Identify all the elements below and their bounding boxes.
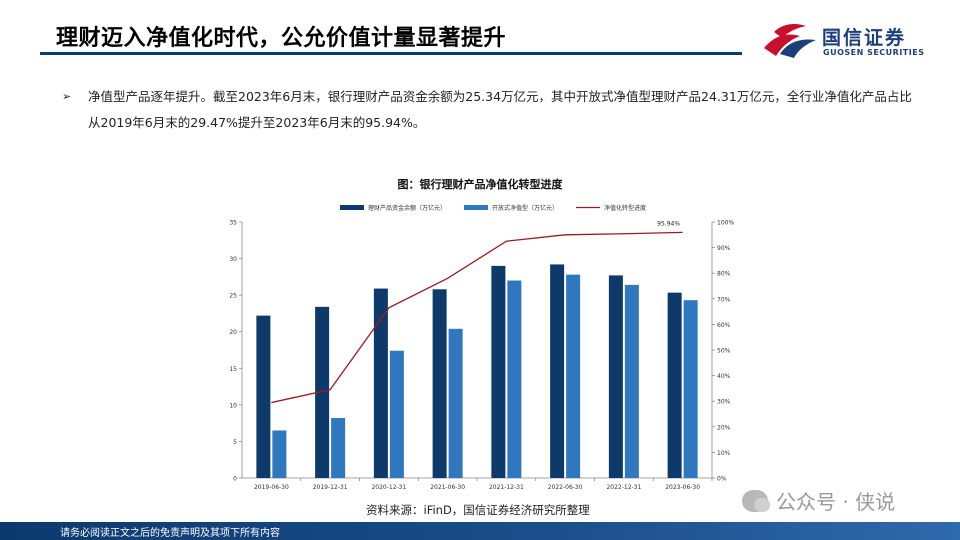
chart-title: 图：银行理财产品净值化转型进度 [397, 178, 563, 191]
y-tick-label-right: 80% [717, 271, 731, 278]
legend-swatch [340, 205, 364, 210]
x-tick-label: 2019-12-31 [313, 484, 348, 491]
legend-label: 理财产品资金余额（万亿元） [368, 204, 446, 212]
page-title: 理财迈入净值化时代，公允价值计量显著提升 [56, 26, 507, 51]
y-tick-label-right: 70% [717, 296, 731, 303]
y-tick-label-right: 10% [717, 450, 731, 457]
wechat-icon [742, 489, 770, 512]
x-tick-label: 2022-06-30 [548, 484, 583, 491]
legend-label: 净值化转型进度 [604, 204, 646, 212]
x-tick-label: 2022-12-31 [606, 484, 641, 491]
bar-total [608, 275, 623, 478]
chart: 0 5 10 15 20 25 30 35 0% 10% 20% 30% 40% 50% 60% 70% 80%… [229, 204, 734, 491]
logo-text-cn: 国信证券 [822, 27, 907, 49]
bar-open [624, 284, 639, 478]
bullet-arrow-icon: ➢ [62, 90, 72, 103]
bar-open [566, 274, 581, 478]
y-tick-label-right: 0% [717, 476, 727, 483]
bar-open [507, 280, 522, 478]
y-tick-label-right: 40% [717, 373, 731, 380]
y-tick-label-left: 10 [229, 402, 237, 409]
y-tick-label-right: 30% [717, 399, 731, 406]
legend-swatch [464, 205, 488, 210]
x-tick-label: 2021-06-30 [430, 484, 465, 491]
y-tick-label-left: 35 [229, 220, 237, 227]
y-tick-label-left: 5 [233, 439, 237, 446]
bar-total [491, 265, 506, 478]
legend-label: 开放式净值型（万亿元） [492, 204, 558, 212]
bar-open [448, 328, 463, 478]
bullet-paragraph: ➢ 净值型产品逐年提升。截至2023年6月末，银行理财产品资金余额为25.34万… [62, 84, 922, 136]
bar-total [373, 288, 388, 478]
y-tick-label-left: 20 [229, 329, 237, 336]
bullet-text: 净值型产品逐年提升。截至2023年6月末，银行理财产品资金余额为25.34万亿元… [88, 89, 912, 130]
watermark: 公众号 · 侠说 [742, 486, 895, 515]
y-tick-label-left: 25 [229, 293, 237, 300]
footer-disclaimer: 请务必阅读正文之后的免责声明及其项下所有内容 [60, 528, 280, 539]
bar-open [331, 418, 346, 478]
bar-open [272, 430, 287, 478]
bar-total [315, 306, 330, 478]
y-tick-label-left: 30 [229, 256, 237, 263]
bar-open [683, 300, 698, 478]
bar-open [389, 350, 404, 478]
source-note: 资料来源：iFinD，国信证券经济研究所整理 [366, 503, 590, 517]
line-ratio [271, 231, 683, 404]
x-tick-label: 2021-12-31 [489, 484, 524, 491]
logo-text-en: GUOSEN SECURITIES [823, 48, 925, 57]
bar-total [550, 264, 565, 478]
guosen-logo: 国信证券 GUOSEN SECURITIES [760, 18, 950, 64]
y-tick-label-right: 100% [717, 220, 734, 227]
y-tick-label-right: 60% [717, 322, 731, 329]
bar-total [256, 315, 271, 478]
x-tick-label: 2019-06-30 [254, 484, 289, 491]
y-tick-label-left: 15 [229, 366, 237, 373]
watermark-text: 公众号 · 侠说 [776, 490, 896, 514]
y-tick-label-right: 90% [717, 245, 731, 252]
footer-bar: 请务必阅读正文之后的免责声明及其项下所有内容 [0, 522, 960, 540]
x-tick-label: 2020-12-31 [371, 484, 406, 491]
title-rule [40, 52, 742, 55]
y-tick-label-right: 20% [717, 424, 731, 431]
x-tick-label: 2023-06-30 [665, 484, 700, 491]
data-label-last: 95.94% [657, 220, 680, 227]
bar-total [667, 292, 682, 478]
bar-total [432, 289, 447, 478]
guosen-logo-icon [764, 24, 816, 58]
y-tick-label-left: 0 [233, 476, 237, 483]
y-tick-label-right: 50% [717, 348, 731, 355]
